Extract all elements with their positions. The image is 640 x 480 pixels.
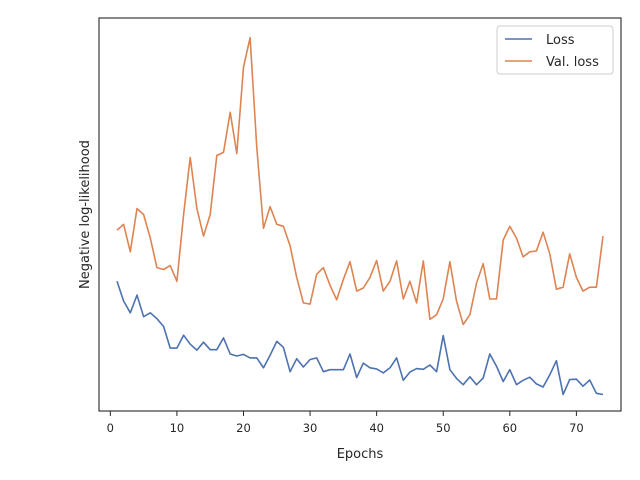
legend: Loss Val. loss <box>496 25 614 75</box>
y-axis-label: Negative log-likelihood <box>78 140 93 289</box>
plot-frame <box>98 17 622 412</box>
x-tick-label: 70 <box>569 421 584 435</box>
x-tick-label: 50 <box>436 421 451 435</box>
x-tick-label: 10 <box>170 421 185 435</box>
x-axis-label: Epochs <box>337 447 384 462</box>
series-line-val-loss <box>116 36 604 326</box>
series-line-loss <box>116 281 604 396</box>
x-axis-ticks: 0 10 20 30 40 50 60 70 <box>107 411 584 435</box>
legend-label-loss: Loss <box>546 33 575 48</box>
series-layer <box>116 36 604 396</box>
legend-label-val-loss: Val. loss <box>546 55 599 70</box>
legend-box <box>496 25 614 75</box>
x-tick-label: 30 <box>303 421 318 435</box>
x-tick-label: 60 <box>502 421 517 435</box>
x-tick-label: 20 <box>236 421 251 435</box>
x-tick-label: 40 <box>369 421 384 435</box>
x-tick-label: 0 <box>107 421 114 435</box>
